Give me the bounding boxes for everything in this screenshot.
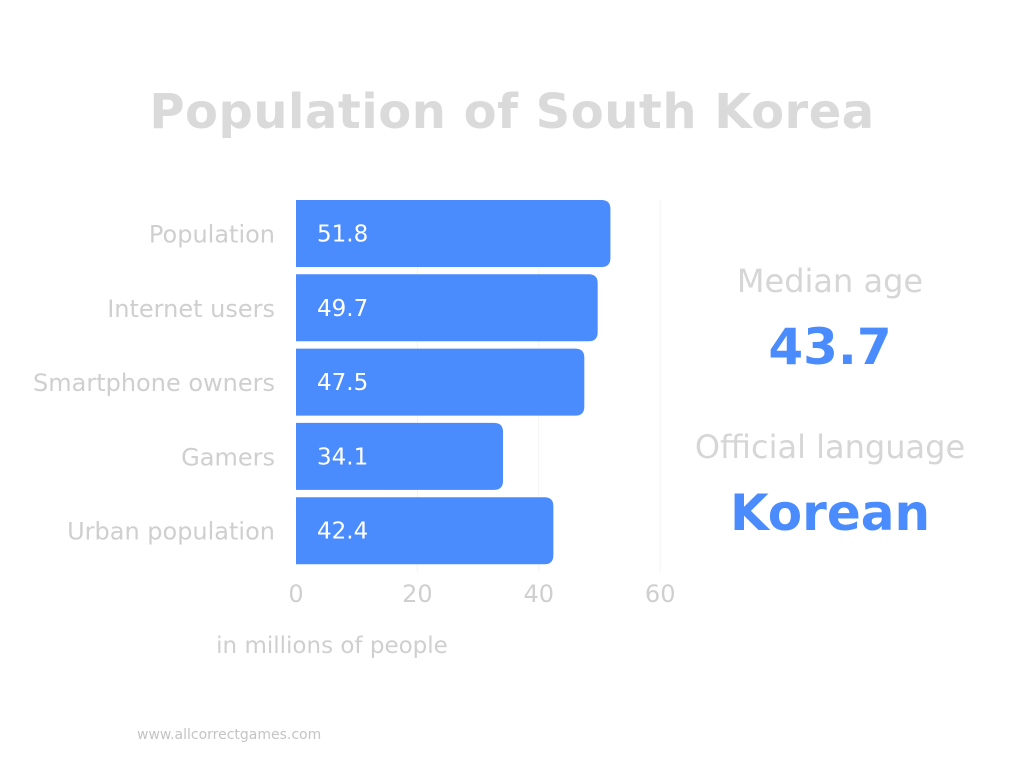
category-label: Internet users — [107, 295, 275, 323]
bars: 51.8 49.7 47.5 34.1 42.4 — [296, 200, 611, 565]
category-label: Population — [149, 221, 275, 249]
x-tick-label: 40 — [524, 580, 555, 608]
bar — [296, 348, 585, 416]
x-axis-label: in millions of people — [216, 633, 448, 659]
x-tick-labels: 0 20 40 60 — [288, 580, 675, 608]
x-tick-label: 0 — [288, 580, 303, 608]
median-age-label: Median age — [736, 262, 924, 300]
bar-value-label: 51.8 — [317, 222, 368, 248]
bar — [296, 422, 503, 490]
bar — [296, 497, 554, 565]
bar-value-label: 34.1 — [317, 444, 368, 470]
x-tick-label: 60 — [645, 580, 676, 608]
official-language-value: Korean — [729, 484, 931, 542]
chart-title: Population of South Korea — [149, 84, 875, 140]
category-label: Gamers — [181, 443, 275, 471]
footer-url: www.allcorrectgames.com — [137, 727, 322, 743]
median-age-value: 43.7 — [768, 318, 892, 376]
x-tick-label: 20 — [402, 580, 433, 608]
category-label: Smartphone owners — [33, 369, 275, 397]
official-language-label: Official language — [694, 428, 966, 466]
bar — [296, 200, 611, 267]
bar-value-label: 49.7 — [317, 296, 368, 322]
bar-value-label: 42.4 — [317, 519, 368, 545]
category-labels: Population Internet users Smartphone owner… — [33, 221, 275, 546]
bar-value-label: 47.5 — [317, 370, 368, 396]
bar — [296, 274, 598, 342]
category-label: Urban population — [67, 518, 275, 546]
